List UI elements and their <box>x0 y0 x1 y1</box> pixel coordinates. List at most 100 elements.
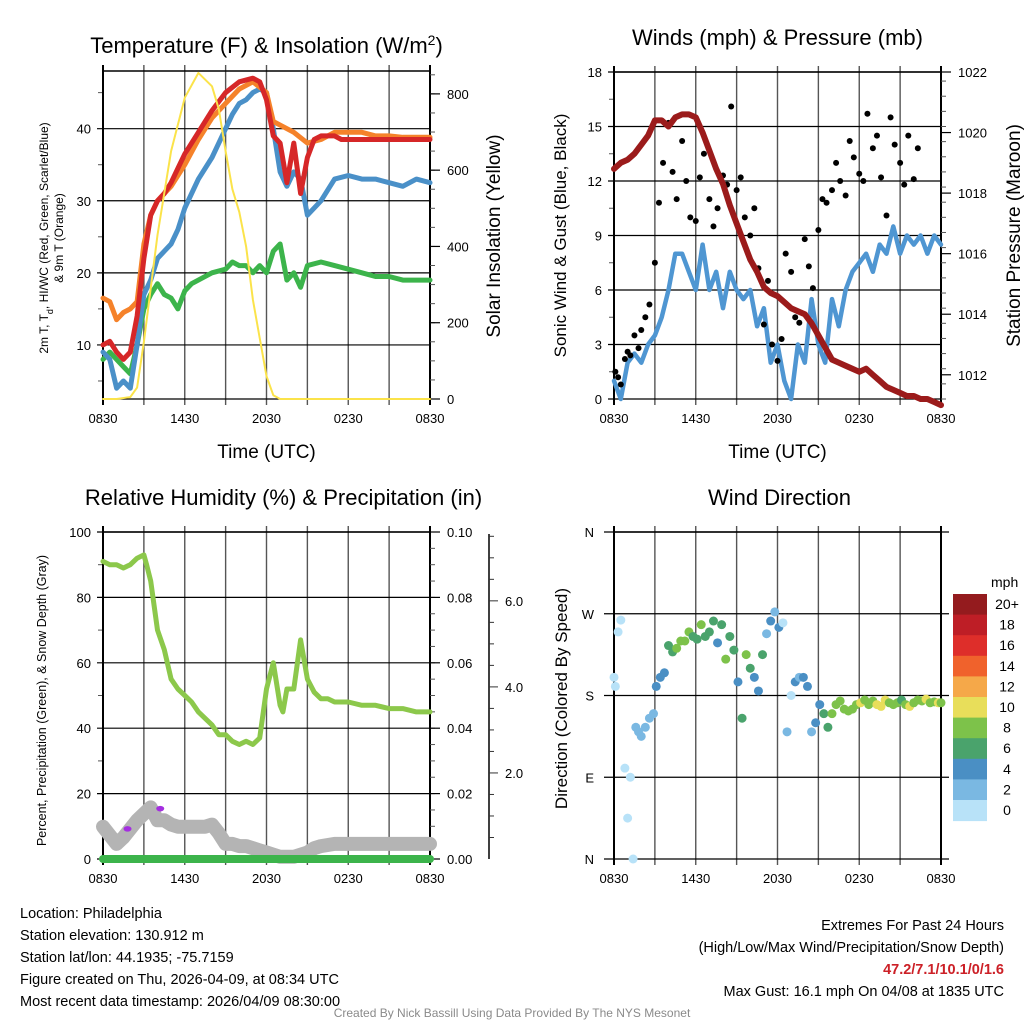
gust-point <box>673 196 680 203</box>
direction-point <box>770 607 780 617</box>
series-solar-insolation <box>102 71 431 400</box>
gust-point <box>760 321 767 328</box>
y-tick-label: 20 <box>77 266 91 281</box>
direction-point <box>672 643 682 653</box>
direction-point <box>827 709 837 719</box>
recent-timestamp-text: Most recent data timestamp: 2026/04/09 0… <box>20 994 341 1010</box>
gust-point <box>733 187 740 194</box>
x-tick-label: 0230 <box>334 411 363 426</box>
direction-point <box>610 681 620 691</box>
y-tick-label: 10 <box>77 338 91 353</box>
gust-point <box>741 214 748 221</box>
direction-point <box>811 718 821 728</box>
y-tick-label: 0 <box>595 392 602 407</box>
y-tick-label: 12 <box>588 174 602 189</box>
gust-point <box>706 196 713 203</box>
extremes-panel: Extremes For Past 24 Hours (High/Low/Max… <box>699 915 1004 1003</box>
colorbar-swatch <box>953 758 987 780</box>
colorbar-label: 16 <box>999 637 1015 653</box>
direction-point <box>749 672 759 682</box>
y2-tick-label: 0.00 <box>447 852 472 867</box>
y2-tick-label: 0.06 <box>447 656 472 671</box>
series-station-pressure <box>611 111 944 409</box>
gust-point <box>842 192 849 199</box>
y2-tick-label: 200 <box>447 316 469 331</box>
y-tick-label: 0 <box>84 852 91 867</box>
colorbar-swatch <box>953 800 987 822</box>
chart-title: Relative Humidity (%) & Precipitation (i… <box>85 485 482 510</box>
y-tick-label: 20 <box>77 787 91 802</box>
direction-point <box>778 618 788 628</box>
temperature-chart: Temperature (F) & Insolation (W/m2) 0830 1… <box>37 32 505 463</box>
y2-tick-label: 1022 <box>958 65 987 80</box>
direction-point <box>786 691 796 700</box>
snow-depth-marker <box>156 805 165 812</box>
x-tick-label: 1430 <box>681 411 710 426</box>
gust-point <box>891 141 898 148</box>
direction-point <box>659 668 669 678</box>
y2-tick-label: 1020 <box>958 126 987 141</box>
y3-tick-label: 4.0 <box>505 680 523 695</box>
extremes-title: Extremes For Past 24 Hours <box>821 918 1004 934</box>
y2-tick-label: 1018 <box>958 186 987 201</box>
gust-point <box>651 259 658 266</box>
direction-point <box>708 616 718 626</box>
y-tick-label: S <box>585 689 594 704</box>
direction-point <box>737 713 747 723</box>
direction-point <box>680 636 690 646</box>
chart-title: Winds (mph) & Pressure (mb) <box>632 25 923 50</box>
x-tick-label: 0830 <box>89 411 118 426</box>
gust-point <box>850 154 857 161</box>
max-gust-text: Max Gust: 16.1 mph On 04/08 at 1835 UTC <box>723 984 1004 1000</box>
wind-direction-chart: Wind Direction 0830 1430 2030 0230 0830 N E S W N D… <box>552 485 1019 886</box>
direction-point <box>692 634 702 644</box>
x-tick-label: 0230 <box>845 411 874 426</box>
gust-point <box>700 150 707 157</box>
gust-point <box>846 138 853 145</box>
x-tick-label: 0230 <box>334 871 363 886</box>
direction-point <box>733 677 743 687</box>
series-gust <box>612 103 921 388</box>
x-tick-label: 1430 <box>170 871 199 886</box>
humidity-chart: Relative Humidity (%) & Precipitation (i… <box>35 485 523 886</box>
series-dew-point-td- <box>100 241 433 377</box>
direction-point <box>876 701 886 711</box>
y-axis-label: Direction (Colored By Speed) <box>552 588 571 809</box>
gust-point <box>897 159 904 166</box>
gust-point <box>788 268 795 275</box>
elevation-text: Station elevation: 130.912 m <box>20 928 204 944</box>
colorbar-label: 6 <box>1003 740 1011 756</box>
gust-point <box>660 159 667 166</box>
y-tick-label: 100 <box>69 525 91 540</box>
gust-point <box>669 168 676 175</box>
series-9m-t <box>100 79 433 323</box>
x-tick-label: 0830 <box>600 871 629 886</box>
y-axis-label-part: 2m T, T <box>37 313 51 353</box>
y-tick-label: 60 <box>77 656 91 671</box>
y-axis-label: 2m T, Td, HI/WC (Red, Green, Scarlet/Blu… <box>37 122 55 353</box>
y2-tick-label: 0.02 <box>447 787 472 802</box>
direction-point <box>696 620 706 630</box>
x-tick-label: 0830 <box>416 871 445 886</box>
gust-point <box>869 145 876 152</box>
gust-point <box>687 214 694 221</box>
latlon-text: Station lat/lon: 44.1935; -75.7159 <box>20 950 234 966</box>
colorbar-label: 18 <box>999 617 1015 633</box>
y-tick-label: W <box>582 607 595 622</box>
colorbar-label: 12 <box>999 678 1015 694</box>
x-tick-label: 1430 <box>681 871 710 886</box>
gust-point <box>819 196 826 203</box>
y-axis-label-line2: & 9m T (Orange) <box>52 193 66 283</box>
colorbar-swatch <box>953 635 987 657</box>
direction-point <box>745 663 755 673</box>
colorbar-swatch <box>953 779 987 801</box>
colorbar-swatch <box>953 655 987 677</box>
gust-point <box>815 227 822 234</box>
direction-point <box>616 615 626 625</box>
direction-point <box>823 722 833 732</box>
colorbar-label: 20+ <box>995 596 1019 612</box>
x-tick-label: 0830 <box>927 871 956 886</box>
direction-point <box>613 627 623 637</box>
series-hi-wc-scarlet-blue- <box>100 86 433 391</box>
x-tick-label: 2030 <box>252 411 281 426</box>
